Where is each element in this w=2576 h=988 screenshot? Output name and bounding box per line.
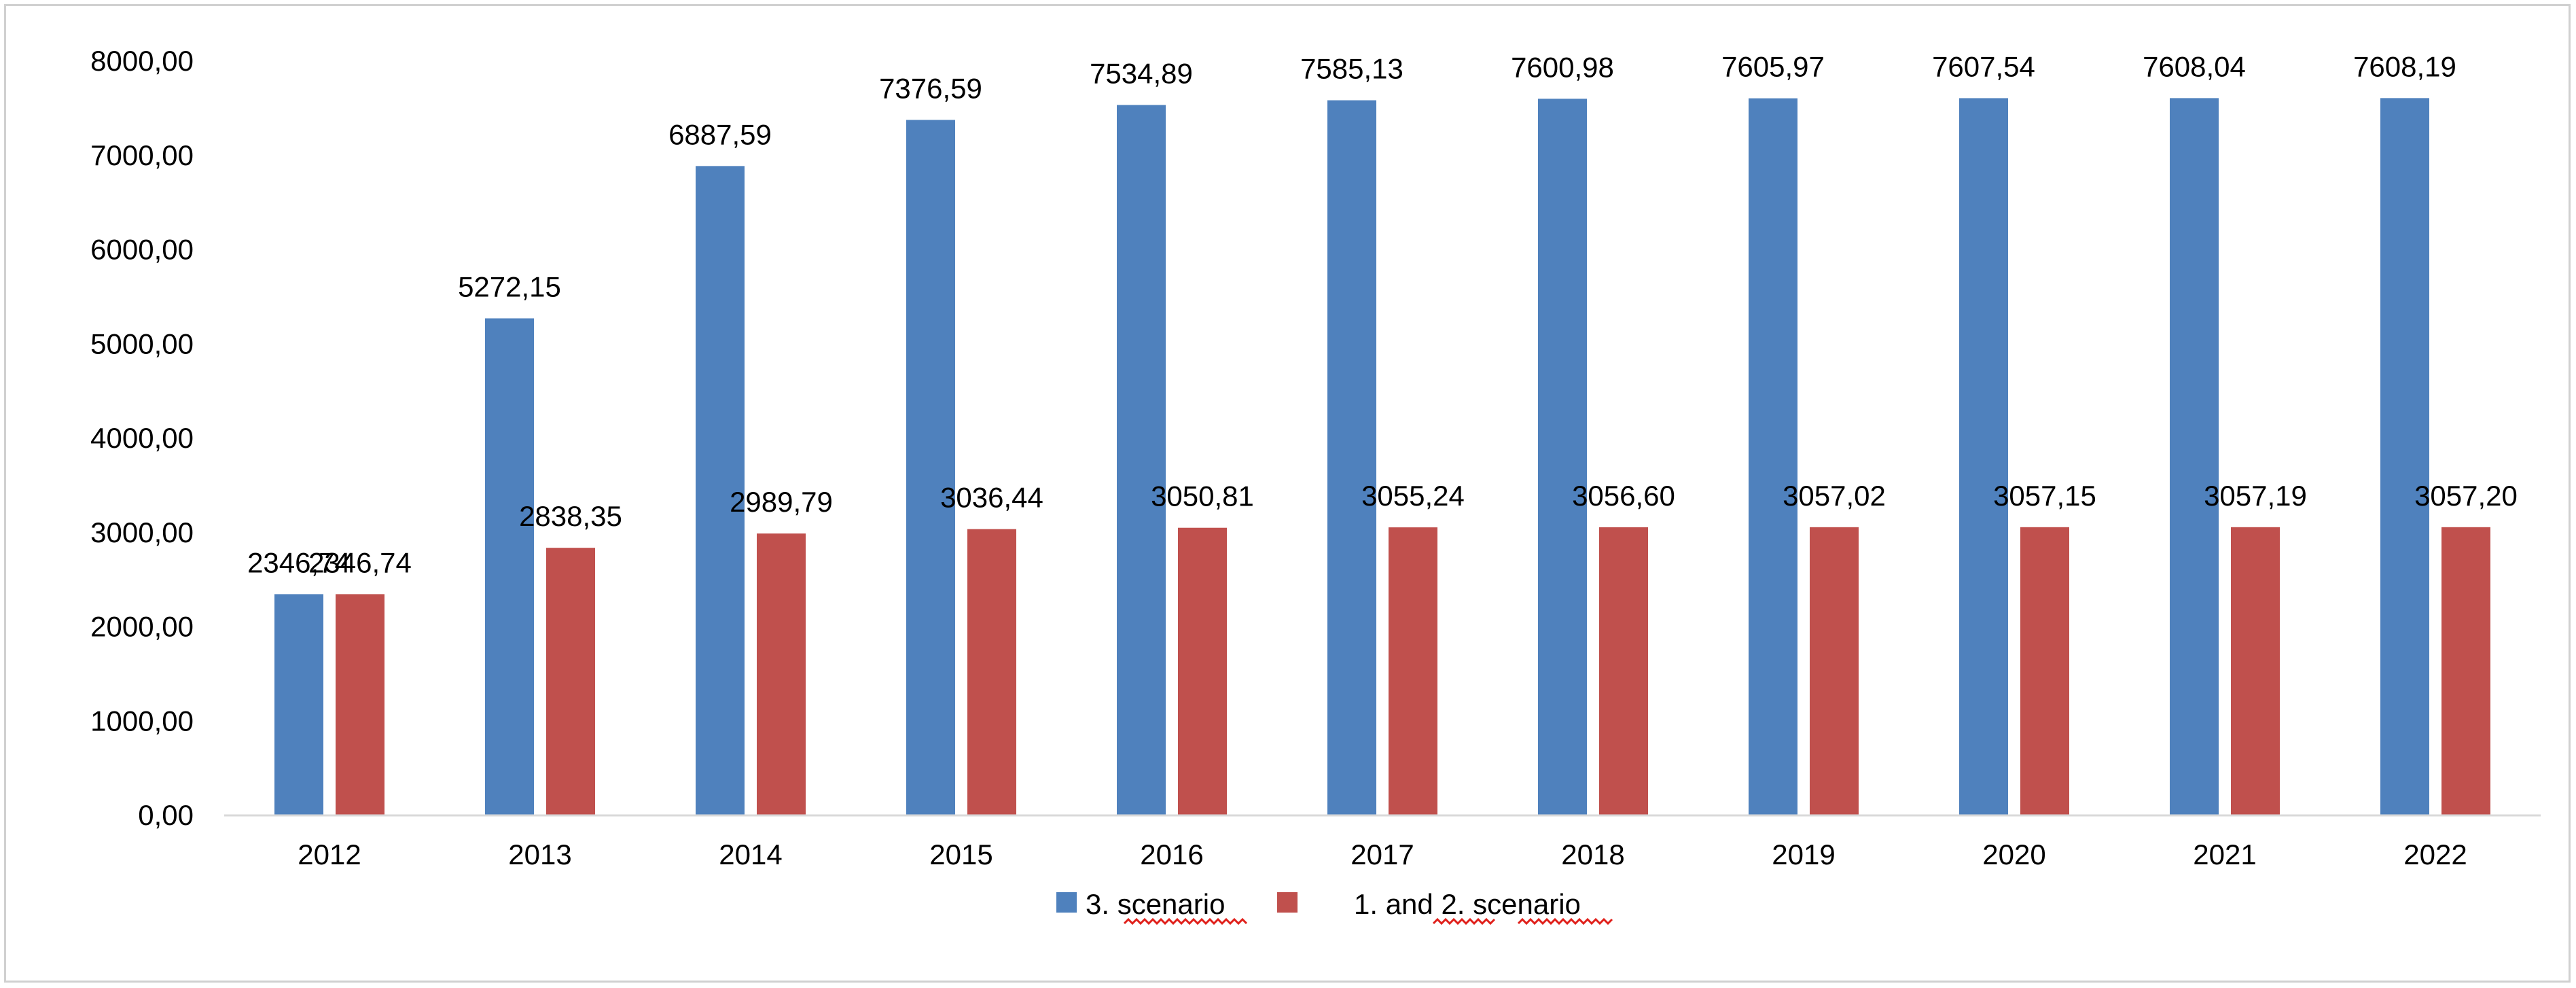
legend-label-scenario-3: 3. scenario bbox=[1086, 888, 1225, 920]
x-tick-label: 2013 bbox=[508, 839, 571, 870]
y-tick-label: 5000,00 bbox=[90, 328, 194, 359]
bar-scenario-3-2015 bbox=[906, 120, 955, 815]
bar-scenario-3-2013 bbox=[485, 318, 534, 815]
y-tick-label: 2000,00 bbox=[90, 611, 194, 643]
data-label: 5272,15 bbox=[458, 270, 561, 302]
bar-scenario-1-2-2012 bbox=[336, 594, 384, 815]
x-axis-tick-labels: 2012 2013 2014 2015 2016 2017 2018 2019 2020 2021… bbox=[298, 839, 2467, 870]
x-tick-label: 2022 bbox=[2403, 839, 2467, 870]
spellcheck-squiggle bbox=[1517, 917, 1613, 925]
bar-scenario-3-2016 bbox=[1117, 105, 1166, 815]
x-tick-label: 2017 bbox=[1350, 839, 1414, 870]
x-tick-label: 2019 bbox=[1772, 839, 1835, 870]
x-tick-label: 2021 bbox=[2193, 839, 2256, 870]
bar-scenario-3-2019 bbox=[1749, 98, 1797, 816]
data-label: 7607,54 bbox=[1932, 50, 2035, 82]
x-tick-label: 2020 bbox=[1982, 839, 2045, 870]
x-tick-label: 2012 bbox=[298, 839, 361, 870]
chart-frame bbox=[4, 4, 2571, 983]
y-tick-label: 7000,00 bbox=[90, 139, 194, 171]
y-tick-label: 3000,00 bbox=[90, 516, 194, 548]
x-tick-label: 2015 bbox=[929, 839, 992, 870]
data-label: 3036,44 bbox=[940, 482, 1043, 514]
bar-scenario-1-2-2022 bbox=[2441, 527, 2490, 815]
x-tick-label: 2014 bbox=[719, 839, 782, 870]
data-label: 7605,97 bbox=[1721, 51, 1825, 83]
data-label: 7608,19 bbox=[2353, 50, 2456, 82]
legend-label-scenario-1-2: 1. and 2. scenario bbox=[1354, 888, 1581, 920]
y-tick-label: 4000,00 bbox=[90, 422, 194, 454]
data-label: 7585,13 bbox=[1300, 53, 1403, 85]
bar-scenario-1-2-2013 bbox=[546, 548, 595, 815]
bar-scenario-3-2017 bbox=[1327, 100, 1376, 815]
y-axis-tick-labels: 0,00 1000,00 2000,00 3000,00 4000,00 5000,00 6… bbox=[90, 45, 194, 831]
data-label: 7600,98 bbox=[1511, 51, 1614, 83]
bar-scenario-1-2-2020 bbox=[2020, 527, 2069, 815]
data-label: 3057,19 bbox=[2204, 480, 2307, 512]
data-label: 3057,20 bbox=[2414, 480, 2518, 512]
legend-swatch-scenario-1-2 bbox=[1277, 892, 1298, 913]
bar-scenario-3-2012 bbox=[274, 594, 323, 815]
bar-scenario-1-2-2019 bbox=[1810, 527, 1859, 815]
bar-scenario-3-2022 bbox=[2380, 98, 2429, 815]
data-label: 3050,81 bbox=[1151, 480, 1254, 512]
bar-scenario-1-2-2015 bbox=[967, 529, 1016, 815]
bar-scenario-3-2014 bbox=[696, 166, 745, 815]
data-label: 7534,89 bbox=[1090, 58, 1193, 90]
bar-scenario-3-2021 bbox=[2170, 98, 2219, 816]
y-tick-label: 1000,00 bbox=[90, 705, 194, 737]
spellcheck-squiggle bbox=[1123, 917, 1248, 925]
data-label: 3056,60 bbox=[1572, 480, 1675, 512]
data-label: 6887,59 bbox=[668, 118, 772, 150]
data-label: 2838,35 bbox=[519, 500, 622, 532]
bar-scenario-1-2-2014 bbox=[757, 533, 806, 815]
data-label: 3057,15 bbox=[1993, 480, 2096, 512]
bar-scenario-3-2018 bbox=[1538, 99, 1587, 816]
data-label: 2346,74 bbox=[247, 546, 351, 578]
bar-scenario-1-2-2016 bbox=[1178, 527, 1227, 815]
x-tick-label: 2016 bbox=[1140, 839, 1203, 870]
y-tick-label: 8000,00 bbox=[90, 45, 194, 77]
spellcheck-squiggle bbox=[1432, 917, 1496, 925]
data-label: 3055,24 bbox=[1361, 480, 1465, 512]
bar-scenario-1-2-2017 bbox=[1389, 527, 1437, 815]
y-tick-label: 0,00 bbox=[138, 799, 194, 831]
y-tick-label: 6000,00 bbox=[90, 234, 194, 266]
legend-swatch-scenario-3 bbox=[1056, 892, 1077, 913]
legend: 3. scenario 1. and 2. scenario bbox=[1056, 888, 1613, 925]
data-label: 7608,04 bbox=[2143, 50, 2246, 82]
bar-scenario-1-2-2021 bbox=[2231, 527, 2280, 815]
data-label: 7376,59 bbox=[879, 72, 982, 104]
bar-scenario-1-2-2018 bbox=[1599, 527, 1648, 815]
data-label: 2989,79 bbox=[730, 486, 833, 518]
bar-scenario-3-2020 bbox=[1959, 98, 2008, 815]
data-label: 3057,02 bbox=[1783, 480, 1886, 512]
bars bbox=[274, 98, 2490, 816]
x-tick-label: 2018 bbox=[1561, 839, 1624, 870]
data-label: 2346,74 bbox=[308, 546, 412, 578]
